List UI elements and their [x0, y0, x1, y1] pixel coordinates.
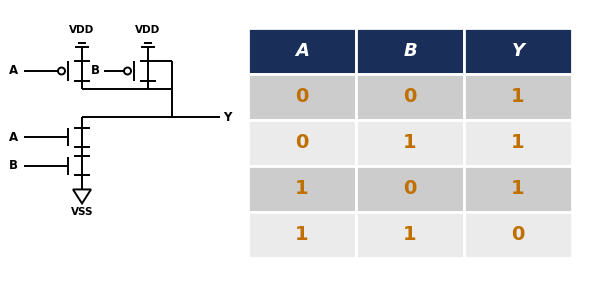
- Bar: [248, 166, 356, 212]
- Bar: [356, 166, 464, 212]
- Text: 1: 1: [403, 226, 417, 244]
- Text: 0: 0: [403, 179, 417, 199]
- Text: 0: 0: [403, 88, 417, 106]
- Bar: [356, 212, 464, 258]
- Text: 1: 1: [511, 179, 525, 199]
- Text: A: A: [9, 64, 18, 78]
- Text: B: B: [403, 42, 417, 60]
- Bar: [356, 28, 464, 74]
- Bar: [248, 120, 356, 166]
- Text: 1: 1: [295, 226, 309, 244]
- Text: Y: Y: [511, 42, 525, 60]
- Bar: [356, 120, 464, 166]
- Text: VDD: VDD: [69, 25, 95, 35]
- Bar: [464, 28, 572, 74]
- Text: 1: 1: [511, 88, 525, 106]
- Bar: [356, 74, 464, 120]
- Bar: [248, 28, 356, 74]
- Text: B: B: [9, 159, 18, 172]
- Text: 1: 1: [403, 133, 417, 153]
- Bar: [464, 74, 572, 120]
- Text: VSS: VSS: [71, 207, 94, 217]
- Text: A: A: [295, 42, 309, 60]
- Bar: [464, 212, 572, 258]
- Bar: [464, 166, 572, 212]
- Text: 0: 0: [295, 88, 308, 106]
- Bar: [248, 212, 356, 258]
- Bar: [464, 120, 572, 166]
- Text: 1: 1: [511, 133, 525, 153]
- Text: 1: 1: [295, 179, 309, 199]
- Text: 0: 0: [511, 226, 525, 244]
- Bar: [248, 74, 356, 120]
- Text: B: B: [91, 64, 100, 78]
- Text: Y: Y: [223, 111, 231, 124]
- Text: VDD: VDD: [136, 25, 160, 35]
- Text: A: A: [9, 131, 18, 144]
- Text: 0: 0: [295, 133, 308, 153]
